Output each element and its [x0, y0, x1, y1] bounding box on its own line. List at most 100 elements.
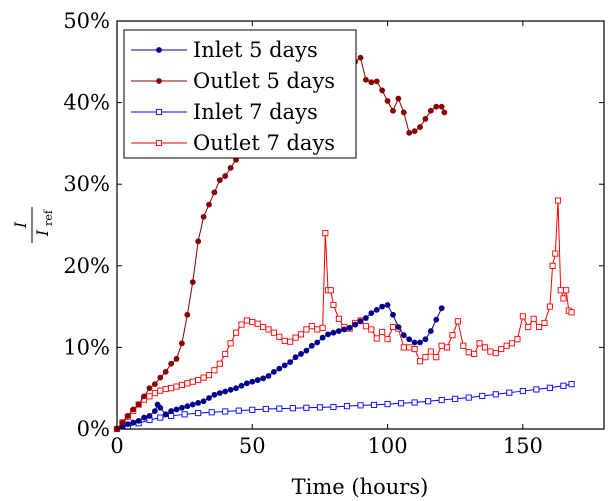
data-point	[162, 368, 169, 375]
data-point	[157, 414, 164, 421]
data-point	[560, 295, 567, 302]
y-axis-label: I I ref	[11, 207, 55, 243]
data-point	[400, 344, 407, 351]
data-point	[146, 413, 153, 419]
data-point	[514, 336, 521, 343]
data-point	[173, 383, 180, 390]
data-point	[189, 378, 196, 385]
data-point	[178, 381, 185, 388]
data-point	[568, 381, 575, 388]
data-point	[452, 395, 459, 402]
data-point	[276, 405, 283, 412]
data-point	[146, 393, 153, 400]
data-point	[341, 326, 348, 333]
data-point	[441, 109, 448, 116]
data-point	[184, 380, 191, 387]
data-point	[427, 328, 434, 334]
x-tick-label: 50	[239, 434, 266, 458]
data-point	[417, 124, 423, 130]
data-point	[195, 399, 202, 406]
data-point	[503, 342, 510, 349]
x-tick-label: 100	[368, 434, 408, 458]
data-point	[406, 336, 413, 343]
data-point	[289, 405, 296, 412]
data-point	[398, 400, 405, 407]
data-point	[465, 349, 472, 356]
data-point	[449, 332, 456, 339]
data-point	[287, 338, 294, 345]
data-point	[151, 390, 158, 397]
data-point	[292, 354, 299, 361]
data-point	[492, 391, 499, 398]
data-point	[119, 419, 126, 426]
data-point	[346, 324, 353, 331]
legend-marker	[155, 139, 163, 147]
series-0	[114, 302, 445, 432]
data-point	[416, 358, 424, 365]
series-2	[113, 381, 575, 433]
data-point	[422, 354, 429, 361]
data-point	[168, 408, 175, 414]
data-point	[303, 326, 310, 333]
x-tick-label: 0	[110, 434, 123, 458]
data-point	[232, 329, 240, 336]
data-point	[249, 406, 256, 413]
data-point	[260, 375, 266, 382]
data-point	[249, 378, 256, 385]
plot-area	[113, 54, 575, 433]
data-point	[487, 348, 494, 355]
data-point	[270, 329, 277, 336]
data-point	[162, 411, 169, 418]
data-point	[395, 324, 402, 330]
data-point	[227, 386, 234, 393]
data-point	[249, 319, 256, 326]
data-point	[422, 116, 429, 122]
data-point	[130, 406, 137, 413]
data-point	[208, 409, 215, 416]
data-point	[357, 402, 364, 409]
data-point	[384, 302, 391, 308]
data-point	[343, 403, 351, 410]
data-point	[243, 380, 250, 387]
data-point	[260, 323, 267, 331]
data-point	[406, 344, 413, 351]
x-tick-label: 150	[503, 434, 543, 458]
data-point	[292, 334, 299, 341]
data-point	[200, 213, 207, 220]
data-point	[211, 367, 218, 374]
legend-marker	[155, 108, 163, 116]
data-point	[330, 301, 337, 309]
data-point	[184, 311, 191, 318]
data-point	[549, 262, 556, 269]
data-point	[157, 404, 164, 411]
y-axis-label-denominator-sub: ref	[42, 209, 55, 226]
data-point	[189, 401, 196, 408]
data-point	[173, 355, 180, 362]
data-point	[195, 376, 202, 384]
data-point	[211, 391, 218, 398]
data-point	[370, 401, 378, 408]
data-point	[308, 342, 315, 349]
data-point	[476, 340, 483, 347]
data-point	[530, 315, 537, 322]
data-point	[400, 332, 407, 339]
legend-box	[123, 29, 357, 159]
data-point	[330, 329, 337, 336]
data-point	[519, 388, 526, 395]
legend-label: Outlet 5 days	[193, 69, 335, 93]
data-point	[438, 342, 445, 349]
data-point	[222, 408, 229, 415]
data-point	[557, 287, 564, 294]
data-point	[400, 109, 407, 116]
data-point	[363, 315, 369, 321]
data-point	[363, 76, 369, 83]
data-point	[395, 95, 402, 102]
y-tick-label: 40%	[63, 91, 110, 115]
data-point	[525, 323, 532, 331]
data-point	[357, 318, 364, 325]
data-point	[425, 398, 432, 405]
data-point	[222, 350, 229, 357]
data-point	[216, 177, 223, 184]
data-point	[498, 345, 505, 353]
